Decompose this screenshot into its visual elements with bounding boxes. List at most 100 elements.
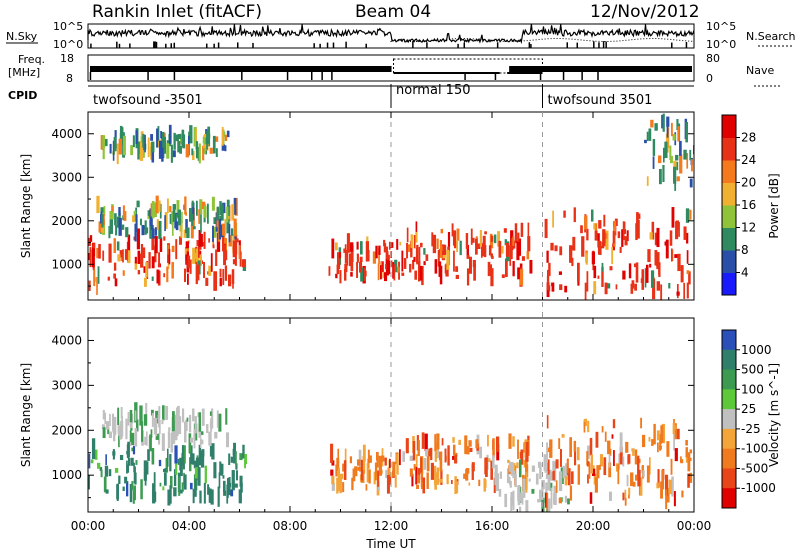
echo-cell: [169, 475, 173, 489]
echo-cell: [164, 136, 166, 154]
echo-cell: [240, 482, 243, 493]
echo-cell: [662, 147, 665, 163]
echo-cell: [635, 262, 639, 283]
echo-cell: [665, 489, 668, 510]
echo-cell: [102, 409, 105, 420]
echo-cell: [114, 467, 119, 473]
echo-cell: [155, 410, 159, 424]
echo-cell: [343, 268, 347, 281]
echo-cell: [668, 282, 671, 289]
echo-cell: [510, 461, 514, 476]
echo-cell: [593, 281, 597, 295]
echo-cell: [652, 278, 656, 300]
echo-cell: [650, 270, 655, 288]
echo-cell: [203, 205, 207, 218]
echo-cell: [636, 219, 640, 239]
echo-cell: [208, 238, 210, 243]
echo-cell: [127, 234, 131, 254]
echo-cell: [508, 461, 511, 472]
echo-cell: [179, 145, 182, 154]
station-title: Rankin Inlet (fitACF): [92, 2, 262, 22]
echo-cell: [385, 246, 388, 259]
echo-cell: [674, 254, 678, 258]
echo-cell: [336, 264, 340, 275]
echo-cell: [585, 253, 588, 265]
echo-cell: [210, 253, 213, 272]
echo-cell: [331, 483, 335, 491]
echo-cell: [517, 485, 521, 506]
echo-cell: [406, 227, 409, 243]
nsearch-tick-top: 10^5: [706, 20, 736, 33]
echo-cell: [198, 426, 202, 438]
echo-cell: [167, 245, 169, 255]
echo-cell: [219, 224, 224, 238]
echo-cell: [409, 455, 414, 461]
echo-cell: [517, 439, 519, 459]
colorbar-tick-label: 100: [741, 382, 764, 396]
echo-cell: [184, 196, 187, 215]
echo-cell: [649, 457, 651, 475]
echo-cell: [646, 176, 649, 186]
echo-cell: [184, 268, 187, 283]
echo-cell: [444, 448, 447, 463]
echo-cell: [166, 143, 170, 159]
freq-tick-bottom: 8: [66, 72, 73, 85]
echo-cell: [622, 221, 625, 240]
echo-cell: [104, 465, 109, 477]
echo-cell: [176, 411, 179, 416]
echo-cell: [170, 432, 174, 453]
echo-cell: [528, 478, 531, 482]
echo-cell: [434, 434, 437, 452]
echo-cell: [344, 263, 348, 273]
echo-cell: [551, 282, 555, 292]
echo-cell: [376, 455, 379, 468]
echo-cell: [398, 449, 401, 466]
echo-cell: [535, 473, 539, 485]
echo-cell: [384, 457, 387, 466]
echo-cell: [219, 201, 222, 216]
echo-cell: [399, 241, 402, 246]
echo-cell: [204, 465, 207, 484]
echo-cell: [628, 263, 632, 279]
echo-cell: [589, 492, 593, 504]
echo-cell: [186, 273, 189, 285]
echo-cell: [161, 433, 165, 451]
echo-cell: [206, 131, 208, 150]
echo-cell: [172, 204, 176, 222]
echo-cell: [144, 436, 147, 445]
echo-cell: [342, 482, 345, 493]
echo-cell: [105, 489, 109, 494]
echo-cell: [552, 210, 554, 228]
echo-cell: [107, 276, 110, 281]
velocity-panel-cells: [88, 402, 693, 512]
echo-cell: [673, 160, 677, 171]
echo-cell: [366, 463, 369, 483]
echo-cell: [192, 226, 196, 230]
echo-cell: [335, 273, 338, 279]
echo-cell: [689, 472, 693, 483]
echo-cell: [235, 463, 238, 470]
echo-cell: [472, 237, 475, 243]
echo-cell: [493, 477, 496, 494]
echo-cell: [687, 452, 691, 472]
echo-cell: [386, 474, 390, 494]
echo-cell: [512, 261, 515, 277]
echo-cell: [539, 462, 542, 480]
colorbar-swatch: [722, 369, 736, 390]
echo-cell: [126, 444, 130, 459]
velocity-y-axis: 1000 2000 3000 4000: [51, 317, 694, 499]
echo-cell: [118, 138, 123, 155]
echo-cell: [151, 412, 154, 428]
echo-cell: [501, 245, 504, 254]
echo-cell: [203, 262, 206, 279]
echo-cell: [104, 412, 107, 424]
echo-cell: [625, 441, 629, 453]
echo-cell: [200, 214, 202, 233]
echo-cell: [452, 437, 455, 443]
echo-cell: [183, 445, 186, 464]
date-title: 12/Nov/2012: [590, 2, 700, 22]
echo-cell: [117, 425, 121, 436]
echo-cell: [514, 474, 517, 488]
echo-cell: [555, 480, 558, 493]
echo-cell: [440, 228, 444, 234]
